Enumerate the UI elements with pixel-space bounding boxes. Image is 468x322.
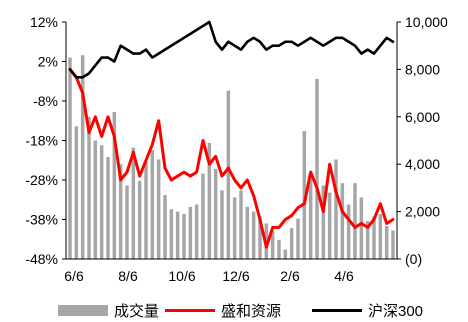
right-axis-tick-label: 4,000 [405, 156, 440, 172]
series-line-hs300 [68, 20, 395, 79]
dual-axis-chart: 12% 2% -8% -18% -28% -38% -48% 10,000 8,000 6,000… [25, 14, 448, 284]
volume-bar [112, 112, 117, 259]
volume-bar [334, 159, 338, 259]
volume-bar [372, 216, 376, 259]
volume-bar [270, 230, 275, 259]
left-axis-tick-label: -8% [33, 93, 58, 109]
volume-bar [150, 149, 155, 259]
legend: 成交量 盛和资源 沪深300 [0, 299, 468, 321]
right-axis-tick-label: 6,000 [405, 109, 440, 125]
volume-bar [277, 240, 281, 259]
volume-bar [131, 147, 136, 259]
volume-bar [182, 213, 186, 259]
x-axis-tick-label: 2/6 [280, 268, 300, 284]
volume-bar [74, 126, 79, 259]
volume-bar [321, 185, 326, 259]
volume-bar [144, 161, 148, 259]
volume-bar [289, 228, 294, 259]
price-lines [68, 20, 395, 249]
legend-swatch-hs300 [312, 308, 362, 312]
volume-bar [194, 204, 199, 259]
volume-bar [106, 157, 110, 259]
volume-bar [384, 225, 389, 259]
volume-bar [87, 116, 91, 259]
volume-bar [359, 197, 364, 259]
volume-bar [258, 216, 262, 259]
volume-bar [93, 140, 98, 259]
volume-bars [68, 55, 395, 260]
left-axis-tick-label: 12% [30, 14, 58, 30]
right-axis-tick-label: 8,000 [405, 61, 440, 77]
volume-bar [232, 197, 237, 259]
volume-bar [99, 145, 104, 259]
volume-bar [156, 159, 161, 259]
legend-item-shenghe: 盛和资源 [165, 299, 281, 321]
volume-bar [175, 211, 180, 259]
volume-bar [201, 173, 205, 259]
volume-bar [213, 168, 218, 259]
volume-bar [188, 206, 193, 259]
left-axis-tick-label: -28% [25, 172, 58, 188]
right-axis-tick-label: 10,000 [405, 14, 448, 30]
volume-bar [283, 249, 288, 259]
right-axis-tick-label: 2,000 [405, 204, 440, 220]
volume-bar [169, 209, 174, 259]
volume-bar [340, 183, 345, 259]
volume-bar [302, 131, 307, 259]
right-axis-tick-label: (0) [405, 251, 422, 267]
volume-bar [251, 211, 256, 259]
volume-bar [226, 90, 231, 259]
legend-swatch-shenghe [165, 308, 215, 312]
volume-bar [118, 164, 123, 259]
x-axis-tick-label: 4/6 [334, 268, 354, 284]
left-axis-tick-label: 2% [38, 54, 58, 70]
volume-bar [308, 173, 313, 259]
left-axis-tick-label: -38% [25, 212, 58, 228]
left-axis-tick-label: -48% [25, 251, 58, 267]
series-line-shenghe [68, 67, 395, 249]
volume-bar [137, 180, 142, 259]
volume-bar [220, 190, 224, 259]
x-axis-tick-label: 10/6 [168, 268, 195, 284]
volume-bar [378, 213, 383, 259]
volume-bar [296, 218, 300, 259]
x-axis-tick-label: 8/6 [118, 268, 138, 284]
volume-bar [163, 195, 167, 259]
legend-item-volume: 成交量 [58, 299, 159, 321]
volume-bar [207, 142, 212, 259]
legend-label-shenghe: 盛和资源 [221, 302, 282, 320]
volume-bar [391, 230, 395, 259]
legend-label-hs300: 沪深300 [368, 302, 424, 320]
volume-bar [245, 206, 250, 259]
volume-bar [125, 185, 129, 259]
volume-bar [68, 57, 72, 259]
x-axis-tick-label: 6/6 [64, 268, 84, 284]
left-axis-tick-label: -18% [25, 133, 58, 149]
legend-label-volume: 成交量 [114, 302, 160, 320]
volume-bar [346, 204, 351, 259]
legend-item-hs300: 沪深300 [312, 299, 423, 321]
x-axis-tick-label: 12/6 [222, 268, 249, 284]
volume-bar [353, 183, 357, 259]
tick-labels: 12% 2% -8% -18% -28% -38% -48% 10,000 8,000 6,000… [25, 14, 448, 284]
volume-bar [239, 190, 243, 259]
volume-bar [80, 55, 85, 260]
volume-bar [365, 221, 370, 259]
volume-bar [327, 192, 332, 259]
legend-swatch-volume [58, 304, 108, 316]
volume-bar [315, 78, 319, 259]
